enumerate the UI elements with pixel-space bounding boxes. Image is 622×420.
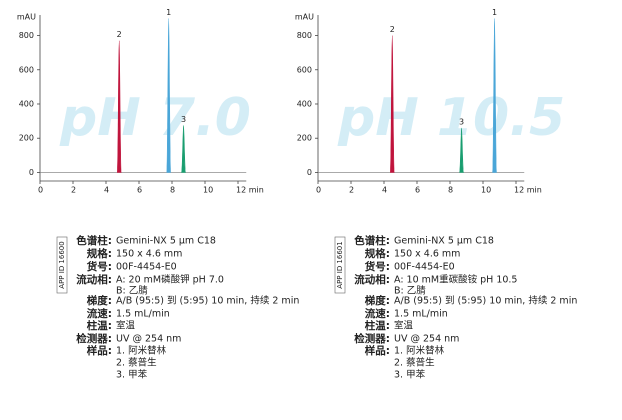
x-tick-label: 10 [481, 186, 491, 195]
field-value: 150 x 4.6 mm [394, 249, 460, 260]
field-value: B: 乙腈 [394, 285, 426, 297]
field-value: A/B (95:5) 到 (5:95) 10 min, 持续 2 min [116, 295, 299, 307]
y-tick-label: 800 [297, 31, 312, 40]
field-label: 规格: [365, 247, 390, 260]
watermark: pH 10.5 [337, 88, 565, 148]
app-id: APP ID 16600 [58, 241, 66, 288]
x-tick-label: 12 min [514, 186, 542, 195]
y-axis-label: mAU [295, 13, 314, 22]
x-tick-label: 8 [170, 186, 175, 195]
x-tick-label: 6 [137, 186, 142, 195]
field-value: Gemini-NX 5 µm C18 [116, 236, 216, 247]
field-value: 3. 甲苯 [116, 369, 148, 381]
field-label: 色谱柱: [76, 234, 112, 247]
field-label: 流动相: [354, 273, 390, 286]
field-value: UV @ 254 nm [394, 334, 459, 345]
field-label: 柱温: [365, 319, 390, 332]
field-label: 检测器: [76, 332, 112, 345]
field-value: A/B (95:5) 到 (5:95) 10 min, 持续 2 min [394, 295, 577, 307]
field-value: 2. 蔡普生 [394, 357, 435, 369]
x-tick-label: 0 [316, 186, 321, 195]
peak [389, 35, 395, 173]
field-label: 梯度: [87, 294, 112, 307]
peak-label: 2 [390, 25, 395, 34]
x-tick-label: 2 [349, 186, 354, 195]
field-label: 流动相: [76, 273, 112, 286]
field-value: 2. 蔡普生 [116, 357, 157, 369]
y-tick-label: 0 [29, 168, 34, 177]
field-label: 规格: [87, 247, 112, 260]
y-tick-label: 200 [297, 134, 312, 143]
peak [459, 127, 465, 173]
y-axis-label: mAU [17, 13, 36, 22]
field-label: 流速: [365, 307, 390, 320]
field-label: 样品: [87, 344, 112, 357]
field-label: 梯度: [365, 294, 390, 307]
field-value: B: 乙腈 [116, 285, 148, 297]
field-label: 样品: [365, 344, 390, 357]
peak-label: 3 [459, 117, 464, 126]
x-tick-label: 6 [415, 186, 420, 195]
app-id-box [56, 236, 68, 294]
x-tick-label: 0 [38, 186, 43, 195]
field-value: 150 x 4.6 mm [116, 249, 182, 260]
y-tick-label: 400 [297, 99, 312, 108]
field-value: A: 20 mM磷酸钾 pH 7.0 [116, 274, 224, 286]
x-tick-label: 4 [104, 186, 109, 195]
peak-label: 1 [166, 8, 171, 17]
y-tick-label: 0 [307, 168, 312, 177]
field-value: 3. 甲苯 [394, 369, 426, 381]
field-value: A: 10 mM重碳酸铵 pH 10.5 [394, 274, 517, 286]
field-value: 1. 阿米替林 [394, 345, 445, 357]
x-tick-label: 12 min [236, 186, 264, 195]
x-tick-label: 4 [382, 186, 387, 195]
peak [492, 18, 498, 173]
field-value: 室温 [116, 320, 136, 332]
field-label: 色谱柱: [354, 234, 390, 247]
x-tick-label: 2 [71, 186, 76, 195]
y-tick-label: 400 [19, 99, 34, 108]
y-tick-label: 200 [19, 134, 34, 143]
peak [116, 40, 122, 173]
y-tick-label: 800 [19, 31, 34, 40]
field-value: UV @ 254 nm [116, 334, 181, 345]
field-label: 货号: [364, 260, 390, 273]
y-tick-label: 600 [297, 65, 312, 74]
peak [166, 18, 172, 173]
field-value: 00F-4454-E0 [394, 262, 455, 273]
field-value: 1. 阿米替林 [116, 345, 167, 357]
y-tick-label: 600 [19, 65, 34, 74]
app-id: APP ID 16601 [336, 241, 344, 288]
x-tick-label: 10 [203, 186, 213, 195]
field-label: 流速: [87, 307, 112, 320]
peak-label: 3 [181, 115, 186, 124]
peak-label: 2 [117, 30, 122, 39]
peak-label: 1 [492, 8, 497, 17]
field-label: 货号: [86, 260, 112, 273]
field-value: 室温 [394, 320, 414, 332]
field-value: 1.5 mL/min [394, 309, 448, 320]
field-value: Gemini-NX 5 µm C18 [394, 236, 494, 247]
field-value: 00F-4454-E0 [116, 262, 177, 273]
peak [181, 125, 187, 173]
x-tick-label: 8 [448, 186, 453, 195]
watermark: pH 7.0 [59, 88, 251, 148]
field-value: 1.5 mL/min [116, 309, 170, 320]
field-label: 柱温: [87, 319, 112, 332]
field-label: 检测器: [354, 332, 390, 345]
app-id-box [334, 236, 346, 294]
